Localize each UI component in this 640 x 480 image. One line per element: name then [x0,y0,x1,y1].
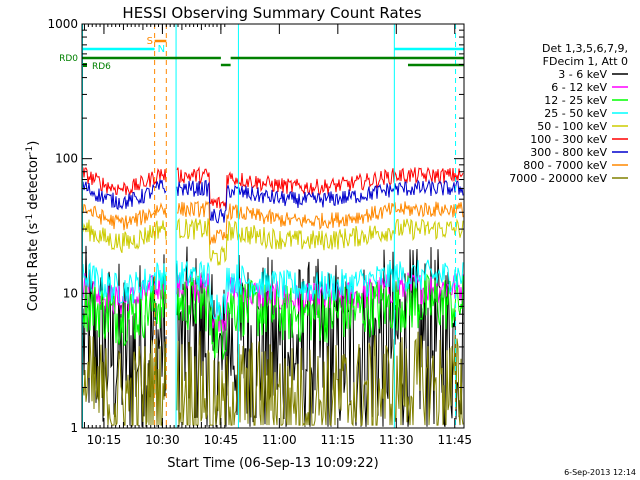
x-axis: 10:15 10:30 10:45 11:00 11:15 11:30 11:45 [83,24,472,447]
legend-entry: 7000 - 20000 keV [509,172,607,185]
series-line [82,217,464,266]
chart-title: HESSI Observing Summary Count Rates [122,4,421,22]
plot-frame [81,23,465,429]
x-tick-label: 11:45 [437,433,472,447]
y-axis-label: Count Rate (s-1 detector-1) [25,141,41,312]
series-line [82,331,464,428]
y-axis: 1 10 100 1000 [47,17,464,435]
series-line [82,178,464,224]
x-tick-label: 10:15 [87,433,122,447]
legend-entry: 3 - 6 keV [558,68,607,81]
y-tick-label: 1000 [47,17,78,31]
x-tick-label: 11:15 [321,433,356,447]
series-line [82,200,464,245]
x-tick-label: 11:00 [262,433,297,447]
series-line [82,166,464,211]
flag-label-s: S [147,36,153,47]
legend-entry: 800 - 7000 keV [523,159,607,172]
legend-entry: 25 - 50 keV [544,107,607,120]
legend-entry: 12 - 25 keV [544,94,607,107]
x-tick-label: 10:30 [145,433,180,447]
legend-entry: 6 - 12 keV [551,81,607,94]
flag-label-n: N [158,44,165,55]
legend: Det 1,3,5,6,7,9, FDecim 1, Att 0 3 - 6 k… [509,42,628,185]
x-tick-label: 11:30 [379,433,414,447]
legend-header-line-2: FDecim 1, Att 0 [543,55,628,68]
x-axis-label: Start Time (06-Sep-13 10:09:22) [167,456,378,471]
y-tick-label: 100 [55,152,78,166]
legend-entry: 300 - 800 keV [530,146,607,159]
legend-header-line-1: Det 1,3,5,6,7,9, [542,42,628,55]
x-tick-label: 10:45 [204,433,239,447]
y-tick-label: 10 [63,286,78,300]
plot-area: SN RD0 RD6 [59,24,464,428]
legend-entry: 100 - 300 keV [530,133,607,146]
series-line [82,273,464,360]
flag-label-rd0: RD0 [59,54,78,64]
flag-label-rd6: RD6 [92,62,111,72]
timestamp: 6-Sep-2013 12:14 [564,468,636,477]
y-tick-label: 1 [70,421,78,435]
legend-entry: 50 - 100 keV [537,120,607,133]
series-line [82,259,464,320]
